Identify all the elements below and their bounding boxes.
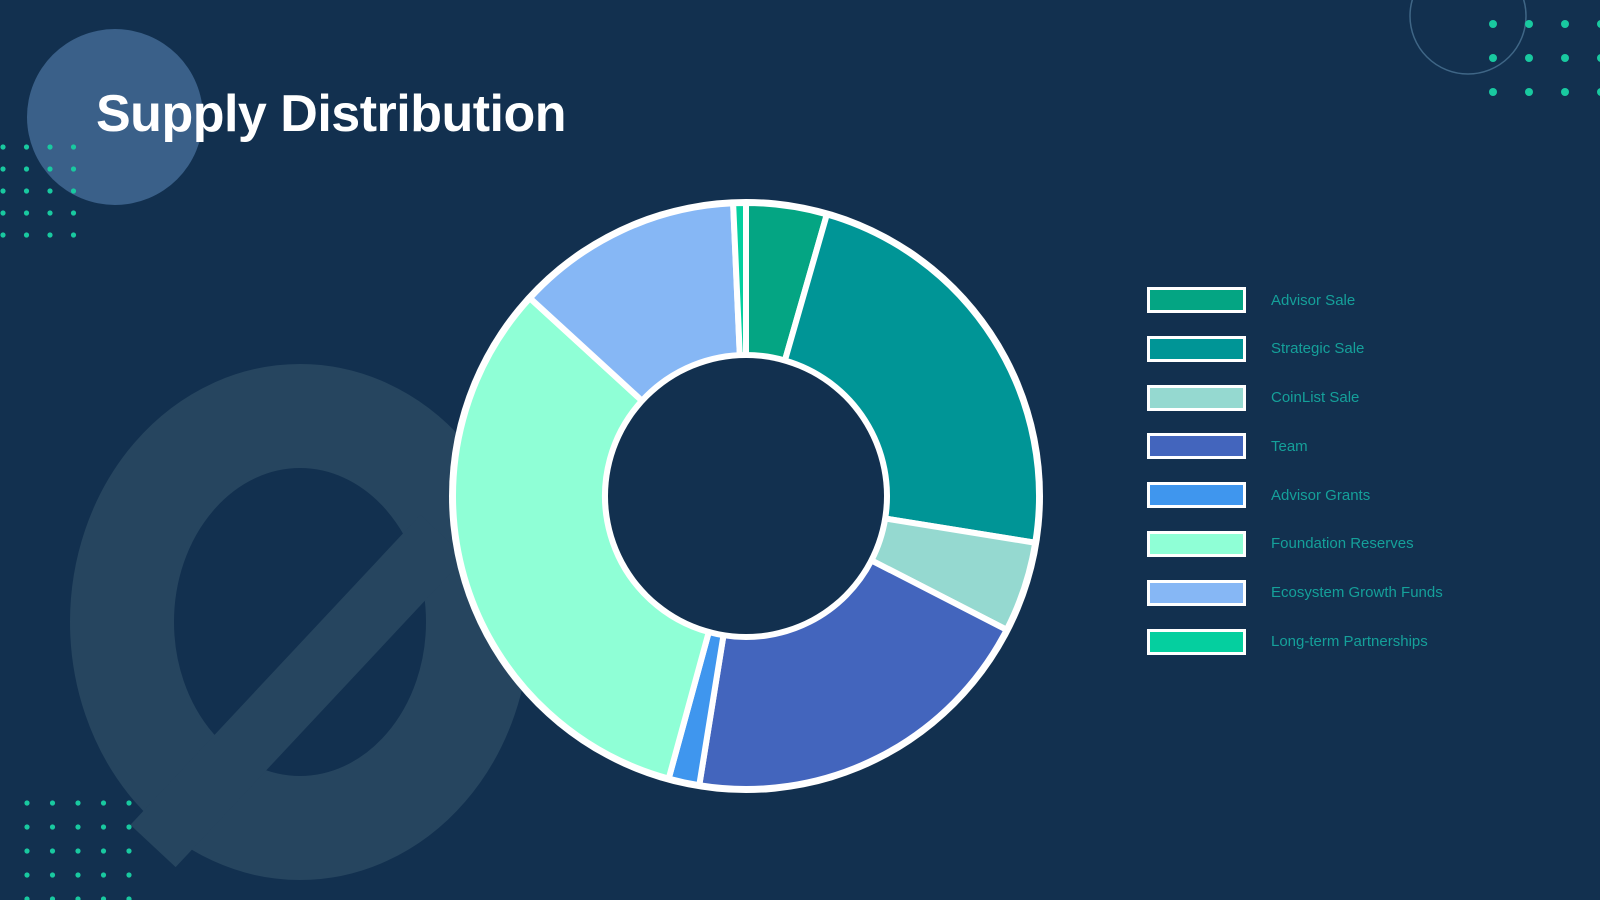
legend-label: Team — [1271, 437, 1308, 455]
legend-item: Long-term Partnerships — [1147, 626, 1443, 658]
legend-swatch — [1147, 287, 1246, 313]
legend-item: Team — [1147, 430, 1443, 462]
legend-item: CoinList Sale — [1147, 382, 1443, 414]
legend-swatch — [1147, 530, 1246, 557]
donut-slice-team — [696, 557, 1010, 792]
donut-slice-ecosystem-growth-funds — [526, 200, 743, 404]
legend-item: Foundation Reserves — [1147, 528, 1443, 560]
legend-swatch — [1147, 433, 1246, 460]
legend-item: Advisor Sale — [1147, 284, 1443, 316]
legend-label: Advisor Sale — [1271, 291, 1356, 309]
legend-label: Ecosystem Growth Funds — [1271, 584, 1443, 602]
donut-center-hole — [608, 358, 884, 634]
legend-label: CoinList Sale — [1271, 389, 1360, 407]
legend-item: Strategic Sale — [1147, 333, 1443, 365]
donut-slice-long-term-partnerships — [730, 199, 749, 359]
chart-legend: Advisor Sale Strategic Sale CoinList Sale T… — [1147, 284, 1443, 674]
legend-swatch — [1147, 628, 1246, 655]
legend-item: Ecosystem Growth Funds — [1147, 577, 1443, 609]
legend-label: Long-term Partnerships — [1271, 633, 1428, 651]
legend-swatch — [1147, 579, 1246, 606]
page-title: Supply Distribution — [96, 85, 567, 143]
legend-swatch — [1147, 384, 1246, 411]
legend-item: Advisor Grants — [1147, 479, 1443, 511]
legend-swatch — [1147, 482, 1246, 509]
legend-label: Strategic Sale — [1271, 340, 1365, 358]
legend-label: Foundation Reserves — [1271, 535, 1414, 553]
legend-label: Advisor Grants — [1271, 486, 1371, 504]
legend-swatch — [1147, 335, 1246, 362]
donut-slice-strategic-sale — [781, 211, 1042, 546]
